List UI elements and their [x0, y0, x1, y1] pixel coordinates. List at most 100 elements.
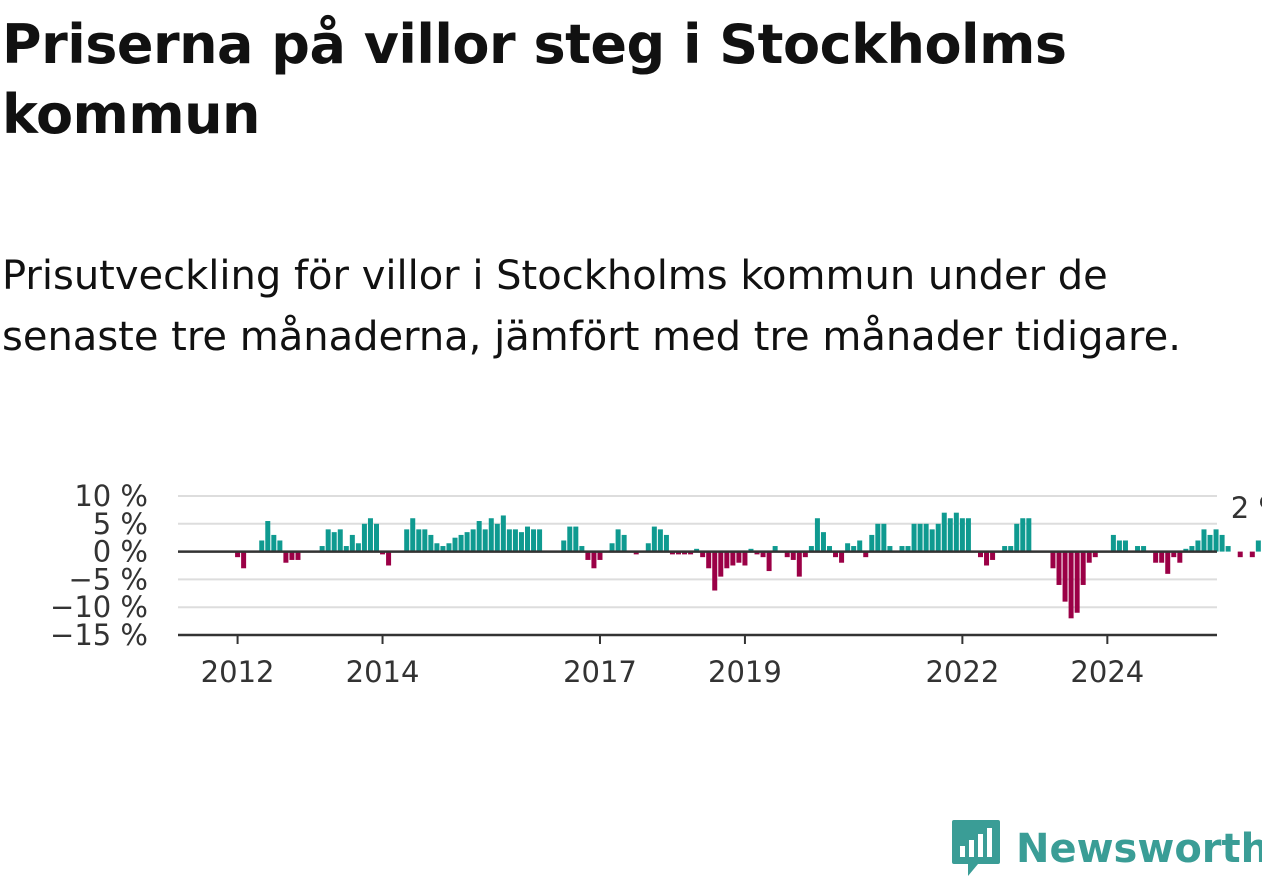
bar — [367, 518, 373, 552]
y-tick-label: −5 % — [68, 562, 148, 596]
bar — [760, 551, 766, 558]
bar — [917, 523, 923, 552]
bar — [965, 518, 971, 552]
bar — [380, 551, 386, 555]
bar — [452, 537, 458, 552]
bar — [1002, 546, 1008, 552]
bar — [1074, 551, 1080, 613]
bar — [808, 546, 814, 552]
bar — [241, 551, 247, 569]
bar — [621, 534, 627, 552]
bar — [1068, 551, 1074, 619]
bar — [537, 529, 543, 552]
bar — [754, 551, 760, 555]
bar — [579, 546, 585, 552]
bar — [1249, 551, 1255, 558]
bar — [525, 526, 530, 552]
bar — [1020, 518, 1026, 552]
bar — [772, 546, 778, 552]
bar — [416, 529, 422, 552]
bar — [1086, 551, 1092, 563]
bar — [615, 529, 621, 552]
bar — [494, 523, 500, 552]
bar — [863, 551, 869, 558]
bar — [929, 529, 935, 552]
bar — [1195, 540, 1201, 552]
bar — [446, 543, 452, 552]
x-tick-label: 2022 — [925, 655, 999, 689]
bar — [651, 526, 657, 552]
newsworthy-logo-text: Newsworthy — [1016, 826, 1262, 872]
bar — [959, 518, 965, 552]
bar — [1014, 523, 1020, 552]
bar — [512, 529, 518, 552]
x-tick-label: 2017 — [563, 655, 637, 689]
bar — [1201, 529, 1207, 552]
bar — [1050, 551, 1056, 569]
bar — [573, 526, 579, 552]
bar — [706, 551, 712, 569]
bar — [259, 540, 265, 552]
bar — [869, 534, 875, 552]
y-tick-label: −10 % — [50, 590, 148, 624]
bar — [730, 551, 736, 566]
bar — [609, 543, 615, 552]
bar — [1110, 534, 1116, 552]
bar — [585, 551, 591, 560]
x-tick-label: 2014 — [346, 655, 420, 689]
bar — [410, 518, 416, 552]
bar — [1183, 548, 1189, 552]
bar — [736, 551, 742, 563]
bar — [718, 551, 724, 577]
bar — [361, 523, 367, 552]
bar — [531, 529, 537, 552]
bar — [337, 529, 343, 552]
bar — [1177, 551, 1183, 563]
bar — [887, 546, 893, 552]
bar — [1135, 546, 1141, 552]
y-tick-label: −15 % — [50, 618, 148, 652]
bar — [1213, 529, 1219, 552]
bar — [331, 532, 337, 552]
bar — [561, 540, 567, 552]
bar — [990, 551, 996, 560]
bar — [518, 532, 524, 552]
newsworthy-logo-icon — [952, 820, 1000, 876]
bar — [319, 546, 325, 552]
bar — [1122, 540, 1128, 552]
bar — [597, 551, 603, 560]
y-tick-label: 10 % — [74, 479, 148, 513]
bar-chart: 10 %5 %0 %−5 %−10 %−15 % 2012 2014 2017 2019… — [50, 479, 1262, 689]
bar — [476, 521, 482, 552]
chart-subtitle: Prisutveckling för villor i Stockholms k… — [2, 253, 1181, 360]
bar — [265, 521, 271, 552]
bar — [657, 529, 663, 552]
bar — [355, 543, 361, 552]
bar — [1092, 551, 1098, 558]
bar — [833, 551, 839, 558]
bar — [374, 523, 379, 552]
bar — [404, 529, 410, 552]
bar — [851, 546, 857, 552]
bar — [1165, 551, 1171, 574]
chart-title: Priserna på villor steg i Stockholms kom… — [2, 13, 1067, 146]
bar — [676, 551, 681, 555]
bar — [796, 551, 802, 577]
bar — [802, 551, 808, 558]
bar — [935, 523, 941, 552]
bar — [349, 534, 355, 552]
bar — [645, 543, 651, 552]
bar — [911, 523, 917, 552]
bar — [820, 532, 826, 552]
bar — [712, 551, 718, 591]
bar — [881, 523, 887, 552]
bar — [784, 551, 790, 558]
x-tick-label: 2012 — [201, 655, 275, 689]
bar — [905, 546, 911, 552]
bar — [434, 543, 440, 552]
bar — [875, 523, 881, 552]
y-tick-label: 0 % — [93, 535, 148, 569]
bar — [283, 551, 289, 563]
bar — [694, 548, 700, 552]
bar — [1171, 551, 1177, 558]
